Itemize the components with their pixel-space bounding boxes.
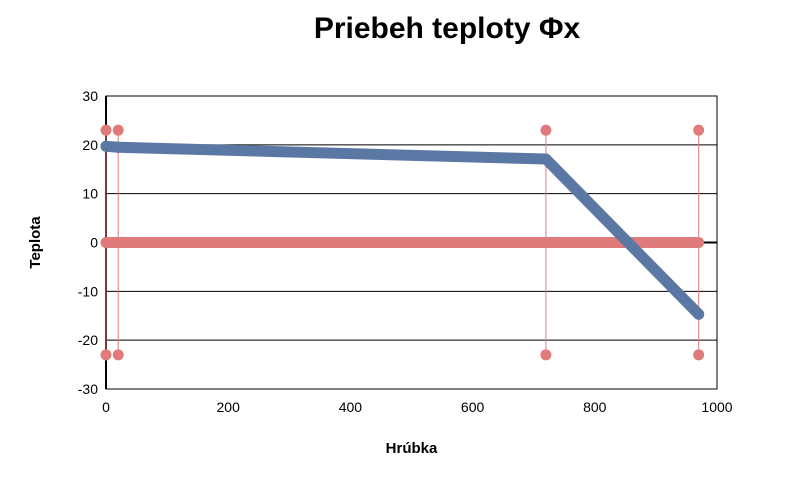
y-tick-label: 30	[82, 88, 98, 104]
y-tick-label: 0	[90, 235, 98, 251]
x-tick-label: 1000	[701, 399, 732, 415]
x-tick-label: 200	[217, 399, 241, 415]
y-axis-title: Teplota	[27, 216, 44, 269]
y-tick-label: 20	[82, 137, 98, 153]
layer-boundary-top-marker	[693, 124, 705, 136]
y-tick-label: -30	[78, 381, 98, 397]
layer-boundary-top-marker	[540, 124, 552, 136]
x-axis-title: Hrúbka	[386, 440, 438, 457]
x-tick-label: 400	[339, 399, 363, 415]
layer-boundary-bottom-marker	[540, 349, 552, 361]
x-tick-label: 800	[583, 399, 607, 415]
layer-boundary-bottom-marker	[693, 349, 705, 361]
tick-labels: 0 200 400 600 800 1000 -30 -20 -10 0 10 20 30	[78, 88, 733, 415]
temperature-data-point	[693, 308, 705, 320]
temperature-data-point	[100, 140, 112, 152]
series-area	[100, 140, 705, 320]
layer-boundary-bottom-marker	[112, 349, 124, 361]
y-tick-label: -10	[78, 283, 98, 299]
x-tick-label: 600	[461, 399, 485, 415]
y-tick-label: 10	[82, 186, 98, 202]
temperature-series-line	[100, 140, 705, 320]
x-tick-label: 0	[102, 399, 110, 415]
layer-boundary-top-marker	[100, 124, 112, 136]
layer-boundary-top-marker	[112, 124, 124, 136]
layer-boundary-bottom-marker	[100, 349, 112, 361]
temperature-data-point	[112, 141, 124, 153]
chart-title: Priebeh teploty Φx	[313, 12, 581, 45]
y-tick-label: -20	[78, 332, 98, 348]
temperature-data-point	[540, 153, 552, 165]
